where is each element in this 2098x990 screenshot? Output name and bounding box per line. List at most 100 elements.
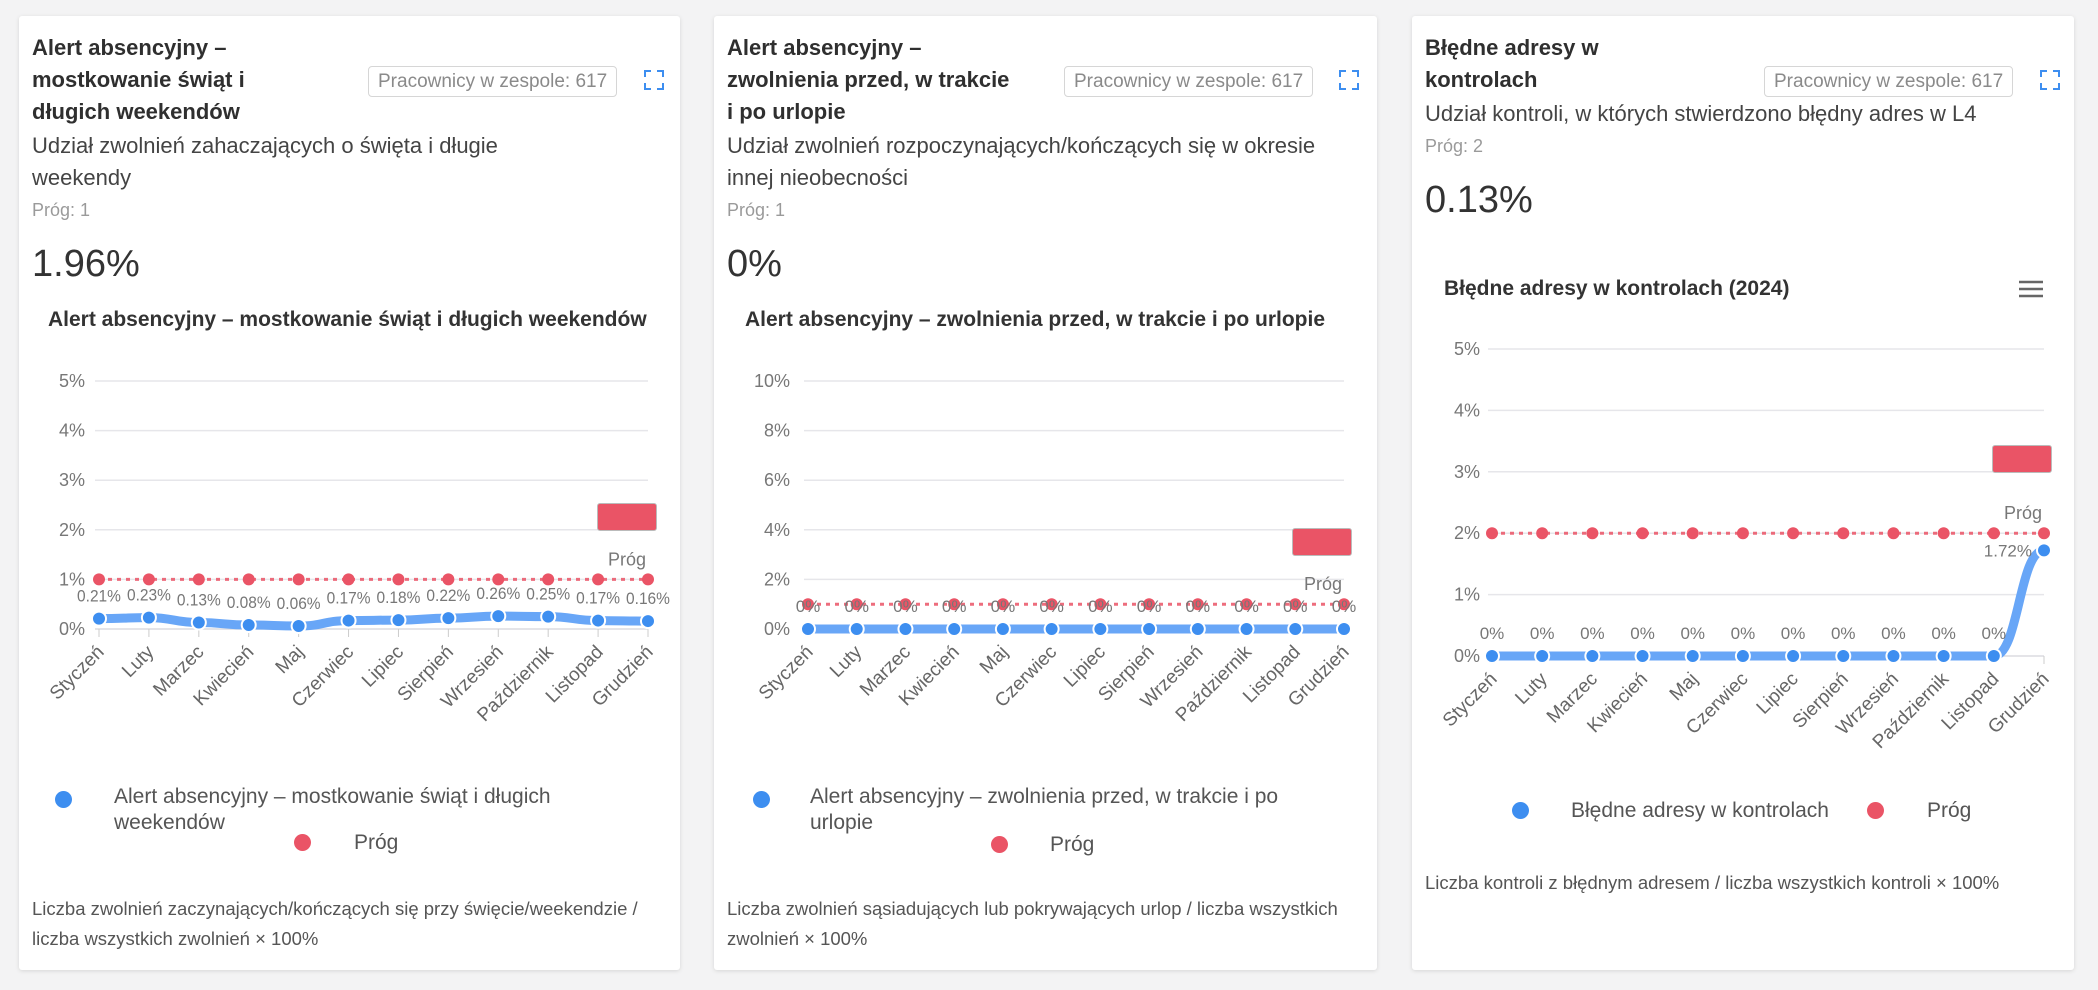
- y-tick-label: 2%: [59, 520, 85, 540]
- y-tick-label: 1%: [59, 569, 85, 589]
- y-tick-label: 0%: [1454, 646, 1480, 666]
- legend-item-threshold[interactable]: Próg: [354, 831, 399, 854]
- threshold-point: [1486, 527, 1498, 540]
- data-label: 0.06%: [277, 594, 321, 613]
- hamburger-menu-icon[interactable]: [2018, 279, 2044, 299]
- threshold-point: [1987, 527, 2000, 540]
- threshold-point: [592, 573, 605, 586]
- legend-item-series[interactable]: Alert absencyjny – mostkowanie świąt i d…: [114, 785, 551, 834]
- data-point: [490, 608, 507, 625]
- threshold-point: [996, 598, 1009, 611]
- data-label: 0.21%: [77, 587, 121, 606]
- data-point: [590, 612, 607, 629]
- threshold-label: Próg: 1: [727, 200, 786, 220]
- threshold-point: [1686, 527, 1699, 540]
- card-footer-formula: Liczba kontroli z błędnym adresem / licz…: [1425, 872, 2000, 893]
- data-label: 0%: [991, 597, 1016, 616]
- data-label: 1.72%: [1984, 541, 2032, 560]
- threshold-point: [1736, 527, 1749, 540]
- data-point: [1835, 648, 1852, 664]
- data-point: [800, 621, 816, 637]
- threshold-point: [1338, 598, 1350, 611]
- threshold-point: [292, 573, 305, 586]
- threshold-point: [1240, 598, 1253, 611]
- threshold-point: [1937, 527, 1950, 540]
- data-point: [290, 618, 307, 635]
- threshold-point: [2038, 527, 2050, 540]
- threshold-point: [542, 573, 555, 586]
- data-label: 0%: [1332, 597, 1357, 616]
- data-label: 0%: [1630, 624, 1655, 643]
- threshold-point: [392, 573, 405, 586]
- data-point: [1484, 648, 1500, 664]
- threshold-annotation: Próg: [608, 549, 646, 569]
- data-point: [91, 610, 107, 627]
- x-tick-label: Styczeń: [1439, 669, 1502, 732]
- threshold-label: Próg: 2: [1425, 136, 1484, 156]
- y-tick-label: 5%: [59, 371, 85, 391]
- legend-series-dot: [753, 791, 770, 808]
- expand-icon[interactable]: [643, 69, 665, 91]
- threshold-point: [899, 598, 912, 611]
- data-point: [1985, 648, 2002, 664]
- series-line: [1487, 545, 2049, 661]
- data-label: 0%: [1580, 624, 1605, 643]
- card-subtitle: Udział kontroli, w których stwierdzono b…: [1425, 101, 1977, 126]
- data-point: [1043, 621, 1060, 637]
- data-label: 0%: [1731, 624, 1756, 643]
- data-point: [540, 608, 557, 625]
- threshold-point: [948, 598, 961, 611]
- data-label: 0%: [1186, 597, 1211, 616]
- expand-icon[interactable]: [1338, 69, 1360, 91]
- y-tick-label: 4%: [59, 421, 85, 441]
- threshold-marker: [1292, 528, 1352, 556]
- threshold-point: [1536, 527, 1549, 540]
- data-point: [240, 617, 257, 634]
- data-point: [1287, 621, 1304, 637]
- data-point: [2036, 542, 2052, 559]
- threshold-point: [1887, 527, 1900, 540]
- data-label: 0%: [1137, 597, 1162, 616]
- data-label: 0%: [1680, 624, 1705, 643]
- card-title: Błędne adresy w kontrolach: [1425, 35, 1599, 92]
- data-point: [1336, 621, 1352, 637]
- legend-item-series[interactable]: Błędne adresy w kontrolach: [1571, 799, 1829, 822]
- data-point: [340, 612, 357, 629]
- threshold-marker: [597, 503, 657, 531]
- y-tick-label: 5%: [1454, 339, 1480, 359]
- data-label: 0%: [1881, 624, 1906, 643]
- expand-icon[interactable]: [2039, 69, 2061, 91]
- data-point: [897, 621, 914, 637]
- legend-item-series[interactable]: Alert absencyjny – zwolnienia przed, w t…: [810, 785, 1279, 834]
- data-label: 0%: [1234, 597, 1259, 616]
- kpi-value: 0%: [727, 243, 782, 285]
- data-point: [1584, 648, 1601, 664]
- threshold-label: Próg: 1: [32, 200, 91, 220]
- data-point: [1238, 621, 1255, 637]
- data-point: [1885, 648, 1902, 664]
- legend-item-threshold[interactable]: Próg: [1050, 833, 1095, 856]
- kpi-card-mostkowanie: Alert absencyjny – mostkowanie świąt i d…: [19, 16, 680, 970]
- threshold-point: [1143, 598, 1156, 611]
- threshold-point: [442, 573, 455, 586]
- y-tick-label: 2%: [764, 569, 790, 589]
- threshold-point: [342, 573, 355, 586]
- threshold-point: [492, 573, 505, 586]
- legend-threshold-dot: [294, 834, 311, 851]
- data-point: [1634, 648, 1651, 664]
- data-label: 0%: [1283, 597, 1308, 616]
- x-tick-label: Maj: [976, 642, 1013, 679]
- data-label: 0.17%: [576, 589, 620, 608]
- data-point: [1141, 621, 1158, 637]
- data-label: 0.08%: [227, 593, 271, 612]
- legend-threshold-dot: [991, 836, 1008, 853]
- x-tick-label: Maj: [1666, 669, 1703, 706]
- legend-item-threshold[interactable]: Próg: [1927, 799, 1972, 822]
- threshold-point: [1636, 527, 1649, 540]
- data-label: 0.25%: [526, 585, 570, 604]
- threshold-point: [1191, 598, 1204, 611]
- data-label: 0.13%: [177, 591, 221, 610]
- threshold-point: [802, 598, 814, 611]
